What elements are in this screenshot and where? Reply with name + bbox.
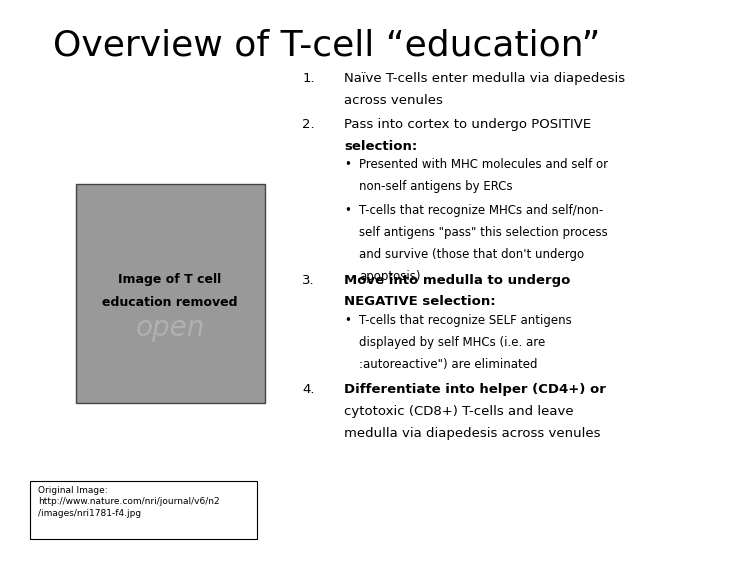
Text: 3.: 3. — [302, 274, 315, 287]
Text: 4.: 4. — [302, 383, 315, 396]
Text: across venules: across venules — [344, 94, 443, 107]
Text: cytotoxic (CD8+) T-cells and leave: cytotoxic (CD8+) T-cells and leave — [344, 405, 574, 418]
Text: Naïve T-cells enter medulla via diapedesis: Naïve T-cells enter medulla via diapedes… — [344, 72, 625, 85]
Text: •: • — [344, 204, 351, 218]
Text: displayed by self MHCs (i.e. are: displayed by self MHCs (i.e. are — [359, 336, 545, 349]
Text: open: open — [135, 314, 205, 342]
Text: self antigens "pass" this selection process: self antigens "pass" this selection proc… — [359, 226, 608, 240]
FancyBboxPatch shape — [76, 184, 265, 403]
Text: Original Image:
http://www.nature.com/nri/journal/v6/n2
/images/nri1781-f4.jpg: Original Image: http://www.nature.com/nr… — [38, 486, 219, 518]
Text: medulla via diapedesis across venules: medulla via diapedesis across venules — [344, 427, 600, 440]
Text: T-cells that recognize MHCs and self/non-: T-cells that recognize MHCs and self/non… — [359, 204, 603, 218]
Text: education removed: education removed — [102, 296, 238, 309]
Text: Differentiate into helper (CD4+) or: Differentiate into helper (CD4+) or — [344, 383, 606, 396]
Text: and survive (those that don't undergo: and survive (those that don't undergo — [359, 248, 584, 262]
Text: T-cells that recognize SELF antigens: T-cells that recognize SELF antigens — [359, 314, 572, 327]
Text: Overview of T-cell “education”: Overview of T-cell “education” — [53, 29, 600, 63]
Text: apoptosis): apoptosis) — [359, 270, 420, 283]
Text: Presented with MHC molecules and self or: Presented with MHC molecules and self or — [359, 158, 609, 172]
Text: Pass into cortex to undergo POSITIVE: Pass into cortex to undergo POSITIVE — [344, 118, 591, 131]
Text: •: • — [344, 158, 351, 172]
Text: Move into medulla to undergo: Move into medulla to undergo — [344, 274, 570, 287]
Text: :autoreactive") are eliminated: :autoreactive") are eliminated — [359, 358, 538, 371]
Text: NEGATIVE selection:: NEGATIVE selection: — [344, 295, 496, 309]
Text: 2.: 2. — [302, 118, 315, 131]
Text: •: • — [344, 314, 351, 327]
Text: Image of T cell: Image of T cell — [119, 273, 222, 286]
FancyBboxPatch shape — [30, 481, 257, 539]
Text: 1.: 1. — [302, 72, 315, 85]
Text: non-self antigens by ERCs: non-self antigens by ERCs — [359, 180, 513, 194]
Text: selection:: selection: — [344, 140, 417, 153]
